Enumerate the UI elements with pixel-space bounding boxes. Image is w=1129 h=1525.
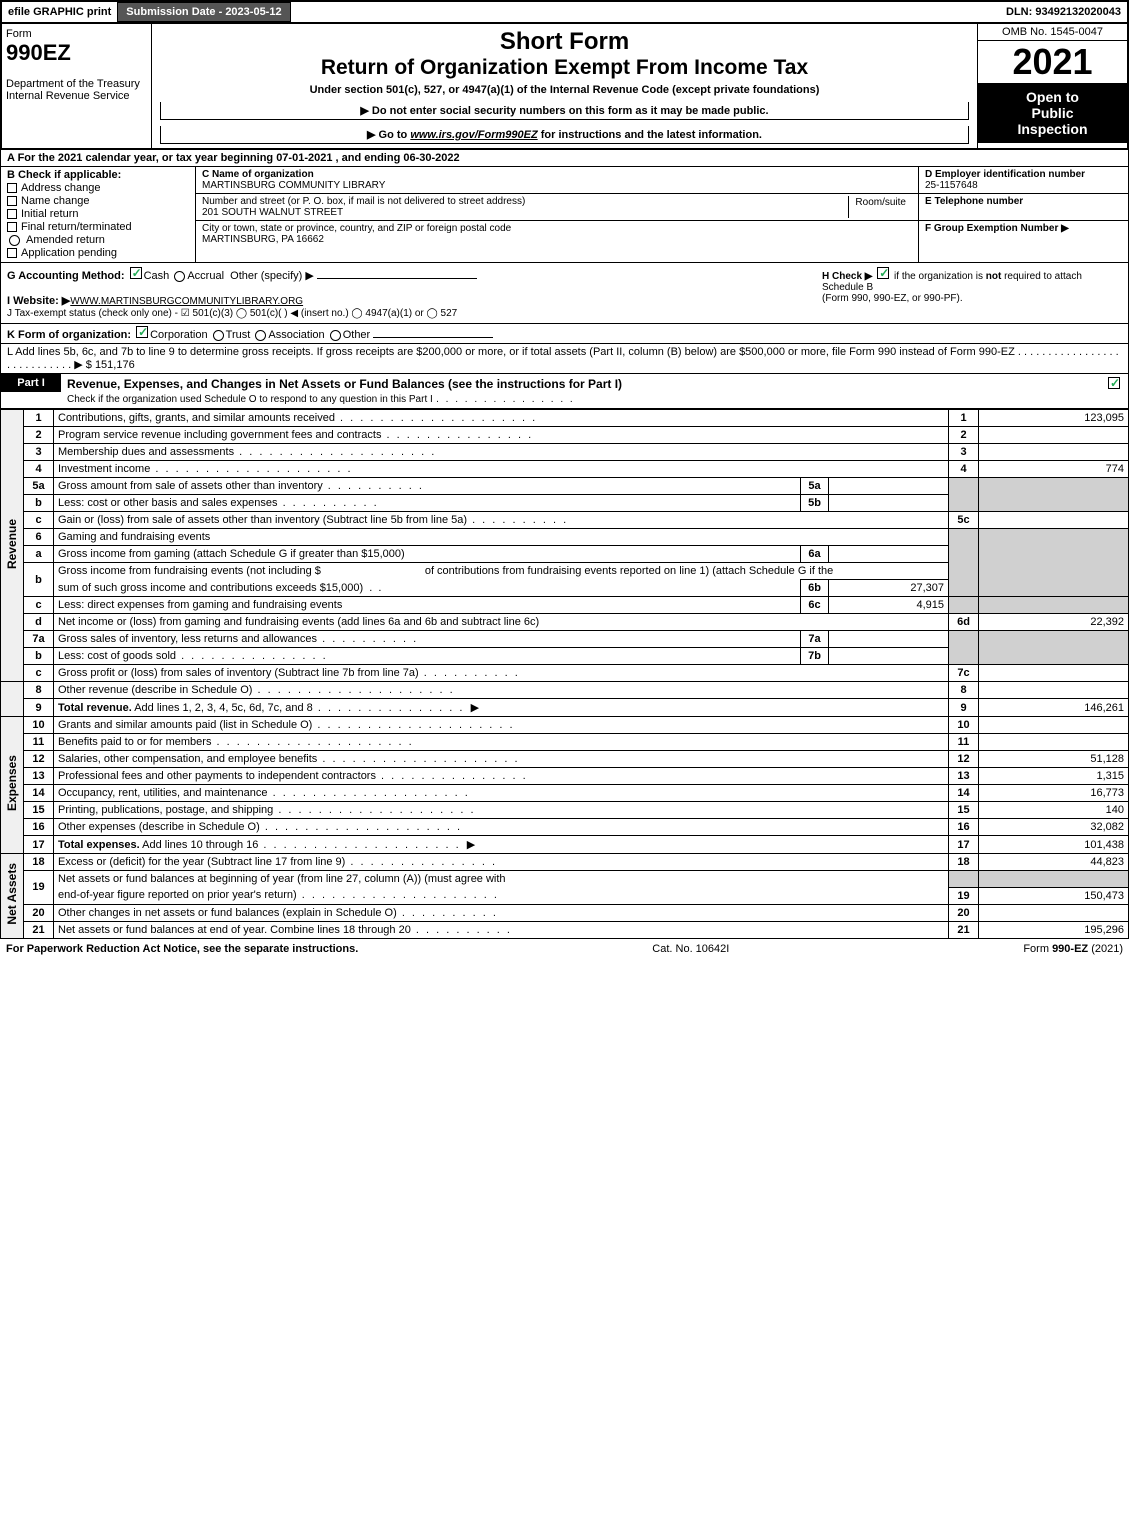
row-12: 12Salaries, other compensation, and empl… xyxy=(1,751,1129,768)
irs-link[interactable]: www.irs.gov/Form990EZ xyxy=(410,129,537,141)
chk-trust[interactable] xyxy=(213,330,224,341)
row-13: 13Professional fees and other payments t… xyxy=(1,768,1129,785)
f-group: F Group Exemption Number ▶ xyxy=(919,221,1128,247)
chk-association[interactable] xyxy=(255,330,266,341)
header-left: Form 990EZ Department of the Treasury In… xyxy=(2,24,152,148)
form-header: Form 990EZ Department of the Treasury In… xyxy=(0,22,1129,150)
footer-left: For Paperwork Reduction Act Notice, see … xyxy=(6,943,358,955)
chk-amended-return[interactable]: Amended return xyxy=(7,234,189,246)
row-18: Net Assets 18Excess or (deficit) for the… xyxy=(1,854,1129,871)
dept-label: Department of the Treasury xyxy=(6,78,140,90)
c-street: Number and street (or P. O. box, if mail… xyxy=(196,194,918,221)
footer-center: Cat. No. 10642I xyxy=(358,943,1023,955)
title-return: Return of Organization Exempt From Incom… xyxy=(160,56,969,80)
part1-schedo-check[interactable] xyxy=(1100,374,1128,395)
row-21: 21Net assets or fund balances at end of … xyxy=(1,921,1129,938)
form-code: 990EZ xyxy=(6,40,71,65)
title-short-form: Short Form xyxy=(160,28,969,56)
l-row: L Add lines 5b, 6c, and 7b to line 9 to … xyxy=(0,344,1129,374)
chk-cash[interactable] xyxy=(130,267,142,279)
row-7a: 7aGross sales of inventory, less returns… xyxy=(1,631,1129,648)
k-other-input[interactable] xyxy=(373,337,493,338)
row-1: Revenue 1Contributions, gifts, grants, a… xyxy=(1,410,1129,427)
footer-right: Form 990-EZ (2021) xyxy=(1023,943,1123,955)
tax-year: 2021 xyxy=(978,41,1127,83)
chk-corporation[interactable] xyxy=(136,326,148,338)
part1-table: Revenue 1Contributions, gifts, grants, a… xyxy=(0,409,1129,939)
page-footer: For Paperwork Reduction Act Notice, see … xyxy=(0,939,1129,959)
row-19b: end-of-year figure reported on prior yea… xyxy=(1,887,1129,904)
col-b: B Check if applicable: Address change Na… xyxy=(1,167,196,262)
netassets-label: Net Assets xyxy=(5,863,19,925)
row-19a: 19Net assets or fund balances at beginni… xyxy=(1,871,1129,888)
e-phone: E Telephone number xyxy=(919,194,1128,221)
col-c: C Name of organization MARTINSBURG COMMU… xyxy=(196,167,918,262)
d-ein: D Employer identification number 25-1157… xyxy=(919,167,1128,194)
chk-schedule-b[interactable] xyxy=(877,267,889,279)
row-2: 2Program service revenue including gover… xyxy=(1,427,1129,444)
room-suite: Room/suite xyxy=(848,196,912,218)
chk-other[interactable] xyxy=(330,330,341,341)
part1-heading: Revenue, Expenses, and Changes in Net As… xyxy=(61,374,1100,408)
col-c-main: C Name of organization MARTINSBURG COMMU… xyxy=(196,167,918,262)
row-6: 6Gaming and fundraising events xyxy=(1,529,1129,546)
col-def: D Employer identification number 25-1157… xyxy=(918,167,1128,262)
header-right: OMB No. 1545-0047 2021 Open to Public In… xyxy=(977,24,1127,148)
row-10: Expenses 10Grants and similar amounts pa… xyxy=(1,717,1129,734)
row-6c: cLess: direct expenses from gaming and f… xyxy=(1,597,1129,614)
section-bcdef: B Check if applicable: Address change Na… xyxy=(0,167,1129,263)
chk-application-pending[interactable]: Application pending xyxy=(7,247,189,259)
c-city: City or town, state or province, country… xyxy=(196,221,918,247)
row-6d: dNet income or (loss) from gaming and fu… xyxy=(1,614,1129,631)
b-label: B Check if applicable: xyxy=(7,169,189,181)
form-word: Form xyxy=(6,28,32,40)
top-bar: efile GRAPHIC print Submission Date - 20… xyxy=(0,0,1129,22)
row-8: 8Other revenue (describe in Schedule O)8 xyxy=(1,682,1129,699)
row-a: A For the 2021 calendar year, or tax yea… xyxy=(0,150,1129,167)
website-link[interactable]: WWW.MARTINSBURGCOMMUNITYLIBRARY.ORG xyxy=(70,296,303,307)
part1-badge: Part I xyxy=(1,374,61,392)
row-16: 16Other expenses (describe in Schedule O… xyxy=(1,819,1129,836)
section-gh: G Accounting Method: Cash Accrual Other … xyxy=(0,263,1129,324)
row-15: 15Printing, publications, postage, and s… xyxy=(1,802,1129,819)
expenses-label: Expenses xyxy=(5,755,19,811)
revenue-label: Revenue xyxy=(5,519,19,569)
c-name: C Name of organization MARTINSBURG COMMU… xyxy=(196,167,918,194)
chk-final-return[interactable]: Final return/terminated xyxy=(7,221,189,233)
submission-date-button[interactable]: Submission Date - 2023-05-12 xyxy=(117,2,290,22)
chk-initial-return[interactable]: Initial return xyxy=(7,208,189,220)
h-row: H Check ▶ if the organization is not req… xyxy=(822,267,1122,319)
subtitle-1: Under section 501(c), 527, or 4947(a)(1)… xyxy=(160,84,969,96)
open-public: Open to Public Inspection xyxy=(978,83,1127,143)
row-17: 17Total expenses. Add lines 10 through 1… xyxy=(1,836,1129,854)
subtitle-3: ▶ Go to www.irs.gov/Form990EZ for instru… xyxy=(160,126,969,144)
row-14: 14Occupancy, rent, utilities, and mainte… xyxy=(1,785,1129,802)
irs-label: Internal Revenue Service xyxy=(6,90,130,102)
row-5a: 5aGross amount from sale of assets other… xyxy=(1,478,1129,495)
part1-header: Part I Revenue, Expenses, and Changes in… xyxy=(0,374,1129,409)
row-9: 9Total revenue. Add lines 1, 2, 3, 4, 5c… xyxy=(1,699,1129,717)
chk-address-change[interactable]: Address change xyxy=(7,182,189,194)
subtitle-2: ▶ Do not enter social security numbers o… xyxy=(160,102,969,120)
other-specify-input[interactable] xyxy=(317,278,477,279)
row-11: 11Benefits paid to or for members11 xyxy=(1,734,1129,751)
dln-label: DLN: 93492132020043 xyxy=(1000,4,1127,20)
efile-label: efile GRAPHIC print xyxy=(2,4,117,20)
row-3: 3Membership dues and assessments3 xyxy=(1,444,1129,461)
row-5c: cGain or (loss) from sale of assets othe… xyxy=(1,512,1129,529)
row-7c: cGross profit or (loss) from sales of in… xyxy=(1,665,1129,682)
k-row: K Form of organization: Corporation Trus… xyxy=(0,324,1129,344)
header-center: Short Form Return of Organization Exempt… xyxy=(152,24,977,148)
j-row: J Tax-exempt status (check only one) - ☑… xyxy=(7,308,457,319)
omb-label: OMB No. 1545-0047 xyxy=(978,24,1127,41)
g-row: G Accounting Method: Cash Accrual Other … xyxy=(7,267,822,319)
row-20: 20Other changes in net assets or fund ba… xyxy=(1,904,1129,921)
chk-accrual[interactable] xyxy=(174,271,185,282)
chk-name-change[interactable]: Name change xyxy=(7,195,189,207)
row-4: 4Investment income4774 xyxy=(1,461,1129,478)
